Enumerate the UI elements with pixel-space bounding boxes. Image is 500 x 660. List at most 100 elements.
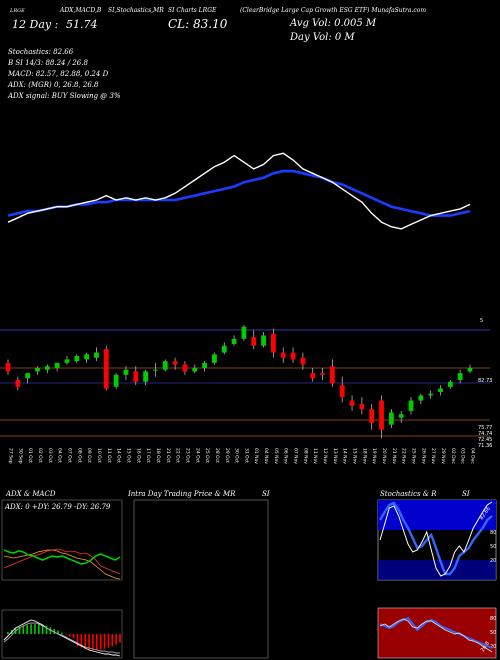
candle-body xyxy=(251,337,257,346)
candle-body xyxy=(388,412,394,425)
stochastics-readout: Stochastics: 82.66 xyxy=(8,48,74,56)
candle-body xyxy=(162,361,168,370)
date-tick: 19 Nov xyxy=(371,448,377,464)
candle-body xyxy=(339,385,345,398)
adx-panel-title: ADX & MACD xyxy=(5,490,56,498)
date-tick: 04 Dec xyxy=(470,448,476,464)
candle-body xyxy=(192,368,198,372)
stoch-k-line xyxy=(378,501,493,576)
rsi-level-20: 20 xyxy=(490,644,496,650)
candle-body xyxy=(231,338,237,344)
date-tick: 13 Nov xyxy=(332,448,338,464)
close-value: CL: 83.10 xyxy=(168,17,228,31)
adx-plus-line xyxy=(3,549,121,565)
date-tick: 16 Oct xyxy=(135,448,141,463)
candle-body xyxy=(202,362,207,368)
adx-minus-line xyxy=(3,548,121,575)
candle-body xyxy=(438,388,443,392)
date-tick: 14 Oct xyxy=(116,448,122,463)
candle-body xyxy=(113,374,119,387)
candle-body xyxy=(428,393,434,396)
price-line xyxy=(7,152,471,230)
adx-lines xyxy=(3,548,121,580)
date-tick: 25 Nov xyxy=(411,448,417,464)
date-tick: 23 Oct xyxy=(184,448,190,463)
price-tick-5: 71.36 xyxy=(478,443,492,449)
price-tick-4: 72.45 xyxy=(478,437,492,443)
date-tick: 02 Oct xyxy=(37,448,43,463)
rsi-value: 26.8 xyxy=(480,641,491,654)
candle-body xyxy=(74,356,80,362)
date-tick: 15 Oct xyxy=(125,448,131,463)
date-tick: 11 Nov xyxy=(312,448,318,464)
date-axis: 27 Sep 30 Sep 01 Oct 02 Oct 03 Oct 04 Oct 07 O… xyxy=(8,448,476,464)
candle-body xyxy=(418,395,424,401)
adx-readout: ADX: (MGR) 0, 26.8, 26.8 xyxy=(7,81,99,89)
date-tick: 04 Nov xyxy=(263,448,269,464)
price-tick-3: 74.74 xyxy=(478,431,492,437)
day-label: 12 Day : xyxy=(12,18,58,31)
avg-volume: Avg Vol: 0.005 M xyxy=(289,18,377,29)
date-tick: 08 Nov xyxy=(302,448,308,464)
candle-body xyxy=(153,369,158,371)
header-title: (ClearBridge Large Cap Growth ESG ETF) M… xyxy=(240,7,426,14)
candle-body xyxy=(182,364,188,372)
date-tick: 18 Nov xyxy=(361,448,367,464)
date-tick: 22 Nov xyxy=(401,448,407,464)
candle-body xyxy=(143,371,149,382)
candle-body xyxy=(369,409,375,423)
stochastics-panel: Stochastics & R SI 80 50 20 82.66 80 50 … xyxy=(377,490,497,659)
date-tick: 30 Oct xyxy=(234,448,240,463)
macd-signal-line xyxy=(3,622,120,654)
adx-macd-panel: ADX & MACD ADX: 0 +DY: 26.79 -DY: 26.79 xyxy=(1,490,123,659)
date-tick: 17 Oct xyxy=(145,448,151,463)
date-tick: 15 Nov xyxy=(352,448,358,464)
day-value: 51.74 xyxy=(66,18,98,31)
macd-readout: MACD: 82.57, 82.88, 0.24 D xyxy=(7,70,109,78)
stoch-level-20: 20 xyxy=(490,558,496,564)
rsi-box xyxy=(377,607,497,659)
candle-body xyxy=(300,357,306,365)
adx-values: ADX: 0 +DY: 26.79 -DY: 26.79 xyxy=(4,503,111,511)
si-readout: B SI 14/3: 88.24 / 26.8 xyxy=(7,59,88,67)
candle-body xyxy=(44,366,50,370)
candle-body xyxy=(261,335,266,346)
date-tick: 14 Nov xyxy=(342,448,348,464)
candle-body xyxy=(329,366,335,384)
candle-body xyxy=(64,359,70,363)
rsi-line xyxy=(379,616,493,649)
candle-body xyxy=(133,371,139,382)
date-tick: 21 Oct xyxy=(165,448,171,463)
date-tick: 04 Oct xyxy=(57,448,63,463)
candle-body xyxy=(221,345,227,353)
date-tick: 06 Nov xyxy=(283,448,289,464)
candle-body xyxy=(290,352,296,360)
candle-body xyxy=(94,352,99,358)
day-volume: Day Vol: 0 M xyxy=(289,32,355,43)
date-tick: 18 Oct xyxy=(155,448,161,463)
candle-body xyxy=(271,333,276,353)
candle-body xyxy=(123,369,129,375)
date-tick: 30 Sep xyxy=(17,448,23,464)
candle-body xyxy=(359,404,365,410)
candle-body xyxy=(280,352,286,358)
stoch-overbought-zone xyxy=(378,500,496,530)
date-tick: 01 Nov xyxy=(253,448,259,464)
ema-line xyxy=(7,169,471,217)
candle-body xyxy=(25,373,31,379)
adx-line xyxy=(3,549,121,580)
candle-body xyxy=(447,381,453,387)
date-tick: 29 Oct xyxy=(224,448,230,463)
candle-body xyxy=(457,373,463,380)
stoch-si: SI xyxy=(462,490,470,498)
candle-body xyxy=(212,354,217,363)
header-stochastics: SI,Stochastics,MR xyxy=(108,7,164,14)
date-tick: 12 Nov xyxy=(322,448,328,464)
macd-line xyxy=(3,619,121,657)
candle-body xyxy=(84,354,90,360)
candle-body xyxy=(5,362,11,372)
rsi-signal-line xyxy=(379,618,493,653)
intraday-title: Intra Day Trading Price & MR xyxy=(127,490,236,498)
stoch-title: Stochastics & R xyxy=(380,490,437,498)
